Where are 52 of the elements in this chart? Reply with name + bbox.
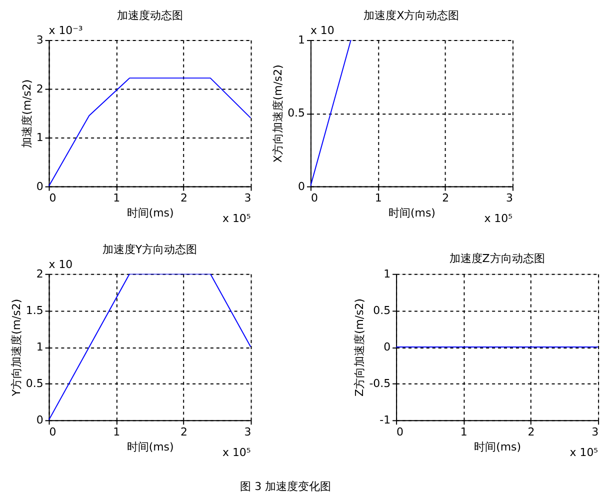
x-tick-label: 1 xyxy=(113,426,120,439)
text: x 10⁻³ xyxy=(48,24,83,38)
text: x 10 xyxy=(48,258,73,271)
y-axis-title: Z方向加速度(m/s2) xyxy=(353,298,366,397)
y-tick-label: 1 xyxy=(36,340,44,354)
y-tick-label: 2 xyxy=(36,82,44,96)
x-tick-label: 0 xyxy=(396,426,404,439)
x-tick-label: 3 xyxy=(244,426,252,439)
x-tick-label: 1 xyxy=(113,192,120,205)
y-axis-title: 加速度(m/s2) xyxy=(20,79,34,148)
y-tick-label: 0 xyxy=(36,414,44,427)
y-axis-title: X方向加速度(m/s2) xyxy=(272,64,285,163)
text: x 10⁵ xyxy=(222,446,251,459)
x-tick-label: 2 xyxy=(528,426,535,439)
x-tick-label: 3 xyxy=(506,192,514,205)
x-tick-label: 3 xyxy=(592,426,599,439)
y-tick-label: 1 xyxy=(384,267,391,280)
y-tick-label: 0.5 xyxy=(288,106,305,120)
x-tick-label: 1 xyxy=(460,426,468,439)
y-tick-label: 0 xyxy=(384,340,391,354)
chart-title: 加速度X方向动态图 xyxy=(364,9,460,22)
text: x 10⁵ xyxy=(484,212,512,226)
x-tick-label: 3 xyxy=(244,192,252,205)
x-tick-label: 2 xyxy=(442,192,450,205)
y-tick-label: 3 xyxy=(36,34,44,47)
chart-title: 加速度Y方向动态图 xyxy=(102,242,198,256)
chart-title: 加速度动态图 xyxy=(116,9,183,22)
y-tick-label: 0.5 xyxy=(26,377,44,390)
y-tick-label: -0.5 xyxy=(369,377,391,390)
y-tick-label: 1.5 xyxy=(26,304,44,317)
y-axis-title: Y方向加速度(m/s2) xyxy=(10,298,23,398)
x-axis-title: 时间(ms) xyxy=(388,206,436,220)
x-axis-title: 时间(ms) xyxy=(474,440,521,454)
x-tick-label: 0 xyxy=(49,192,56,205)
x-tick-label: 2 xyxy=(180,192,188,205)
caption: 图 3 加速度变化图 xyxy=(240,480,332,493)
x-axis-title: 时间(ms) xyxy=(126,440,174,454)
x-tick-label: 0 xyxy=(310,192,318,205)
y-tick-label: 0.5 xyxy=(373,304,391,317)
chart-title: 加速度Z方向动态图 xyxy=(449,252,545,265)
y-tick-label: 0 xyxy=(36,180,44,193)
text: x 10 xyxy=(310,24,334,38)
y-tick-label: 0 xyxy=(298,180,306,193)
x-tick-label: 2 xyxy=(180,426,188,439)
text: x 10⁵ xyxy=(222,212,251,226)
y-tick-label: -1 xyxy=(380,414,391,427)
text: x 10⁵ xyxy=(570,446,598,459)
y-tick-label: 1 xyxy=(36,131,44,144)
x-axis-title: 时间(ms) xyxy=(126,206,174,220)
y-tick-label: 2 xyxy=(36,267,44,280)
y-tick-label: 1 xyxy=(298,34,305,47)
x-tick-label: 0 xyxy=(49,426,56,439)
